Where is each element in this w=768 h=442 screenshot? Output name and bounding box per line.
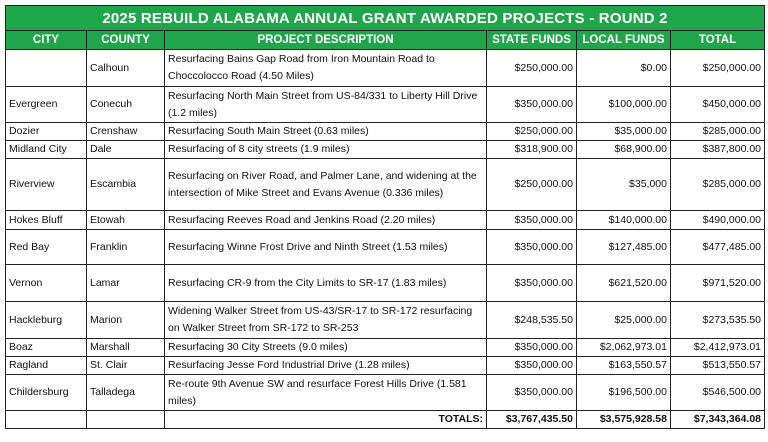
- state-funds-cell: $250,000.00: [486, 122, 577, 141]
- state-funds-cell: $350,000.00: [486, 229, 577, 265]
- description-cell: Resurfacing North Main Street from US-84…: [164, 86, 487, 123]
- total-cell: $971,520.00: [669, 264, 766, 302]
- empty-cell: [5, 410, 87, 429]
- table-row: Calhoun Resurfacing Bains Gap Road from I…: [5, 49, 766, 87]
- county-cell: Calhoun: [86, 49, 165, 87]
- city-cell: [5, 49, 87, 87]
- city-cell: Ragland: [5, 356, 87, 375]
- description-cell: Resurfacing CR-9 from the City Limits to…: [164, 264, 487, 302]
- county-cell: Escambia: [86, 158, 165, 211]
- totals-label: TOTALS:: [164, 410, 487, 429]
- totals-row: TOTALS: $3,767,435.50 $3,575,928.58 $7,343,…: [5, 410, 766, 429]
- table-row: Childersburg Talladega Re-route 9th Avenue…: [5, 374, 766, 411]
- city-cell: Midland City: [5, 140, 87, 159]
- grant-projects-table: 2025 REBUILD ALABAMA ANNUAL GRANT AWARDE…: [4, 5, 766, 429]
- description-cell: Resurfacing Winne Frost Drive and Ninth …: [164, 229, 487, 265]
- county-cell: Lamar: [86, 264, 165, 302]
- city-cell: Childersburg: [5, 374, 87, 411]
- local-funds-cell: $140,000.00: [576, 210, 671, 230]
- total-cell: $285,000.00: [669, 122, 766, 141]
- state-funds-cell: $318,900.00: [486, 140, 577, 159]
- grand-total: $7,343,364.08: [669, 410, 766, 429]
- city-cell: Dozier: [5, 122, 87, 141]
- local-funds-cell: $25,000.00: [576, 301, 671, 339]
- state-funds-cell: $250,000.00: [486, 158, 577, 211]
- table-row: Boaz Marshall Resurfacing 30 City Streets …: [5, 338, 766, 357]
- total-cell: $477,485.00: [669, 229, 766, 265]
- total-cell: $490,000.00: [669, 210, 766, 230]
- state-funds-cell: $248,535.50: [486, 301, 577, 339]
- table-row: Evergreen Conecuh Resurfacing North Main S…: [5, 86, 766, 123]
- local-funds-cell: $621,520.00: [576, 264, 671, 302]
- header-state-funds: STATE FUNDS: [486, 30, 577, 50]
- table-row: Midland City Dale Resurfacing of 8 city st…: [5, 140, 766, 159]
- local-funds-cell: $35,000.00: [576, 122, 671, 141]
- description-cell: Resurfacing Jesse Ford Industrial Drive …: [164, 356, 487, 375]
- state-funds-cell: $250,000.00: [486, 49, 577, 87]
- city-cell: Evergreen: [5, 86, 87, 123]
- state-funds-cell: $350,000.00: [486, 264, 577, 302]
- state-funds-cell: $350,000.00: [486, 374, 577, 411]
- description-cell: Re-route 9th Avenue SW and resurface For…: [164, 374, 487, 411]
- total-state-funds: $3,767,435.50: [486, 410, 577, 429]
- total-local-funds: $3,575,928.58: [576, 410, 671, 429]
- local-funds-cell: $163,550.57: [576, 356, 671, 375]
- county-cell: Talladega: [86, 374, 165, 411]
- city-cell: Hackleburg: [5, 301, 87, 339]
- header-total: TOTAL: [669, 30, 766, 50]
- local-funds-cell: $100,000.00: [576, 86, 671, 123]
- county-cell: Dale: [86, 140, 165, 159]
- header-county: COUNTY: [86, 30, 165, 50]
- local-funds-cell: $0.00: [576, 49, 671, 87]
- table-title: 2025 REBUILD ALABAMA ANNUAL GRANT AWARDE…: [4, 5, 766, 31]
- description-cell: Widening Walker Street from US-43/SR-17 …: [164, 301, 487, 339]
- state-funds-cell: $350,000.00: [486, 356, 577, 375]
- table-row: Vernon Lamar Resurfacing CR-9 from the Cit…: [5, 264, 766, 302]
- total-cell: $546,500.00: [669, 374, 766, 411]
- table-row: Riverview Escambia Resurfacing on River Ro…: [5, 158, 766, 211]
- description-cell: Resurfacing of 8 city streets (1.9 miles…: [164, 140, 487, 159]
- local-funds-cell: $2,062,973.01: [576, 338, 671, 357]
- empty-cell: [86, 410, 165, 429]
- total-cell: $387,800.00: [669, 140, 766, 159]
- table-row: Ragland St. Clair Resurfacing Jesse Ford I…: [5, 356, 766, 375]
- county-cell: Etowah: [86, 210, 165, 230]
- total-cell: $2,412,973.01: [669, 338, 766, 357]
- header-city: CITY: [5, 30, 87, 50]
- header-description: PROJECT DESCRIPTION: [164, 30, 487, 50]
- header-local-funds: LOCAL FUNDS: [576, 30, 671, 50]
- local-funds-cell: $127,485.00: [576, 229, 671, 265]
- total-cell: $513,550.57: [669, 356, 766, 375]
- city-cell: Boaz: [5, 338, 87, 357]
- local-funds-cell: $196,500.00: [576, 374, 671, 411]
- county-cell: Conecuh: [86, 86, 165, 123]
- county-cell: Crenshaw: [86, 122, 165, 141]
- total-cell: $450,000.00: [669, 86, 766, 123]
- local-funds-cell: $35,000: [576, 158, 671, 211]
- county-cell: St. Clair: [86, 356, 165, 375]
- total-cell: $250,000.00: [669, 49, 766, 87]
- description-cell: Resurfacing 30 City Streets (9.0 miles): [164, 338, 487, 357]
- description-cell: Resurfacing Bains Gap Road from Iron Mou…: [164, 49, 487, 87]
- county-cell: Marion: [86, 301, 165, 339]
- county-cell: Marshall: [86, 338, 165, 357]
- state-funds-cell: $350,000.00: [486, 86, 577, 123]
- county-cell: Franklin: [86, 229, 165, 265]
- table-row: Red Bay Franklin Resurfacing Winne Frost D…: [5, 229, 766, 265]
- total-cell: $273,535.50: [669, 301, 766, 339]
- description-cell: Resurfacing Reeves Road and Jenkins Road…: [164, 210, 487, 230]
- city-cell: Hokes Bluff: [5, 210, 87, 230]
- state-funds-cell: $350,000.00: [486, 338, 577, 357]
- table-row: Hackleburg Marion Widening Walker Street f…: [5, 301, 766, 339]
- state-funds-cell: $350,000.00: [486, 210, 577, 230]
- total-cell: $285,000.00: [669, 158, 766, 211]
- table-row: Dozier Crenshaw Resurfacing South Main Str…: [5, 122, 766, 141]
- local-funds-cell: $68,900.00: [576, 140, 671, 159]
- city-cell: Riverview: [5, 158, 87, 211]
- city-cell: Vernon: [5, 264, 87, 302]
- table-row: Hokes Bluff Etowah Resurfacing Reeves Road…: [5, 210, 766, 230]
- description-cell: Resurfacing South Main Street (0.63 mile…: [164, 122, 487, 141]
- description-cell: Resurfacing on River Road, and Palmer La…: [164, 158, 487, 211]
- city-cell: Red Bay: [5, 229, 87, 265]
